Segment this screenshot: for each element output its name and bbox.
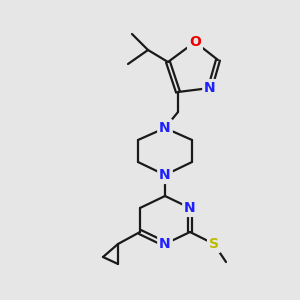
Text: S: S (209, 237, 219, 251)
Text: N: N (204, 81, 216, 95)
Text: O: O (189, 35, 201, 49)
Text: N: N (159, 121, 171, 135)
Text: N: N (159, 168, 171, 182)
Text: N: N (159, 237, 171, 251)
Text: N: N (184, 201, 196, 215)
